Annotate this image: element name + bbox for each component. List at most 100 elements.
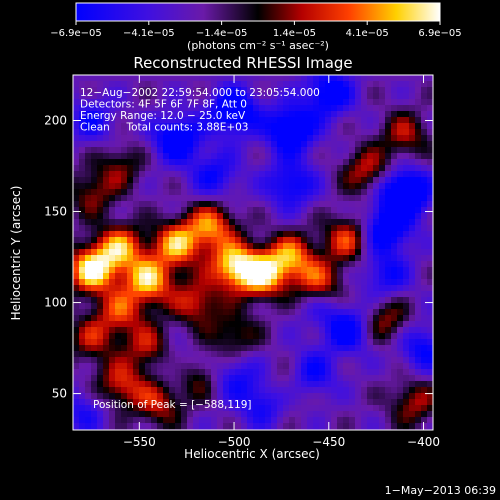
heatmap-cell	[313, 321, 320, 328]
heatmap-cell	[319, 195, 326, 202]
heatmap-cell	[241, 153, 248, 160]
heatmap-cell	[91, 207, 98, 214]
heatmap-cell	[175, 159, 182, 166]
heatmap-cell	[163, 351, 170, 358]
heatmap-cell	[367, 291, 374, 298]
heatmap-cell	[319, 189, 326, 196]
heatmap-cell	[283, 111, 290, 118]
heatmap-cell	[187, 279, 194, 286]
heatmap-cell	[283, 255, 290, 262]
heatmap-cell	[127, 279, 134, 286]
heatmap-cell	[109, 105, 116, 112]
heatmap-cell	[217, 99, 224, 106]
heatmap-cell	[325, 111, 332, 118]
heatmap-cell	[403, 321, 410, 328]
heatmap-cell	[235, 177, 242, 184]
heatmap-cell	[133, 405, 140, 412]
heatmap-cell	[337, 165, 344, 172]
heatmap-cell	[139, 399, 146, 406]
heatmap-cell	[289, 213, 296, 220]
heatmap-cell	[367, 297, 374, 304]
heatmap-cell	[79, 309, 86, 316]
heatmap-cell	[277, 369, 284, 376]
heatmap-cell	[265, 243, 272, 250]
heatmap-cell	[145, 141, 152, 148]
heatmap-cell	[109, 327, 116, 334]
heatmap-cell	[313, 225, 320, 232]
heatmap-cell	[97, 93, 104, 100]
heatmap-cell	[403, 81, 410, 88]
heatmap-cell	[403, 369, 410, 376]
heatmap-cell	[409, 237, 416, 244]
heatmap-cell	[379, 351, 386, 358]
heatmap-cell	[145, 399, 152, 406]
heatmap-cell	[211, 399, 218, 406]
heatmap-cell	[403, 345, 410, 352]
heatmap-cell	[391, 345, 398, 352]
heatmap-cell	[211, 177, 218, 184]
heatmap-cell	[355, 231, 362, 238]
heatmap-cell	[247, 309, 254, 316]
heatmap-cell	[193, 87, 200, 94]
heatmap-cell	[139, 261, 146, 268]
heatmap-cell	[151, 201, 158, 208]
heatmap-cell	[343, 375, 350, 382]
heatmap-cell	[73, 261, 80, 268]
heatmap-cell	[409, 123, 416, 130]
heatmap-cell	[175, 165, 182, 172]
heatmap-cell	[259, 411, 266, 418]
heatmap-cell	[289, 261, 296, 268]
heatmap-cell	[193, 219, 200, 226]
heatmap-cell	[283, 381, 290, 388]
heatmap-cell	[97, 225, 104, 232]
heatmap-cell	[127, 381, 134, 388]
heatmap-cell	[253, 183, 260, 190]
heatmap-cell	[145, 105, 152, 112]
heatmap-cell	[193, 195, 200, 202]
heatmap-cell	[247, 225, 254, 232]
heatmap-cell	[205, 339, 212, 346]
heatmap-cell	[133, 321, 140, 328]
heatmap-cell	[265, 423, 272, 430]
heatmap-cell	[127, 225, 134, 232]
heatmap-cell	[73, 249, 80, 256]
heatmap-cell	[415, 285, 422, 292]
heatmap-cell	[151, 249, 158, 256]
heatmap-cell	[367, 195, 374, 202]
heatmap-cell	[427, 351, 434, 358]
heatmap-cell	[289, 423, 296, 430]
heatmap-cell	[373, 267, 380, 274]
heatmap-cell	[277, 111, 284, 118]
heatmap-cell	[235, 243, 242, 250]
heatmap-cell	[73, 189, 80, 196]
heatmap-cell	[253, 111, 260, 118]
heatmap-cell	[163, 345, 170, 352]
heatmap-cell	[385, 165, 392, 172]
heatmap-cell	[307, 237, 314, 244]
heatmap-cell	[91, 123, 98, 130]
heatmap-cell	[157, 321, 164, 328]
heatmap-cell	[319, 207, 326, 214]
heatmap-cell	[247, 273, 254, 280]
heatmap-cell	[295, 195, 302, 202]
heatmap-cell	[73, 333, 80, 340]
heatmap-cell	[343, 273, 350, 280]
heatmap-cell	[403, 219, 410, 226]
heatmap-cell	[91, 351, 98, 358]
heatmap-cell	[367, 393, 374, 400]
heatmap-cell	[97, 123, 104, 130]
heatmap-cell	[295, 87, 302, 94]
heatmap-cell	[127, 243, 134, 250]
heatmap-cell	[127, 213, 134, 220]
heatmap-cell	[307, 135, 314, 142]
heatmap-cell	[199, 279, 206, 286]
heatmap-cell	[211, 357, 218, 364]
heatmap-cell	[391, 339, 398, 346]
heatmap-cell	[85, 219, 92, 226]
heatmap-cell	[109, 357, 116, 364]
heatmap-cell	[139, 171, 146, 178]
heatmap-cell	[289, 207, 296, 214]
heatmap-cell	[379, 111, 386, 118]
heatmap-cell	[73, 297, 80, 304]
heatmap-cell	[259, 405, 266, 412]
